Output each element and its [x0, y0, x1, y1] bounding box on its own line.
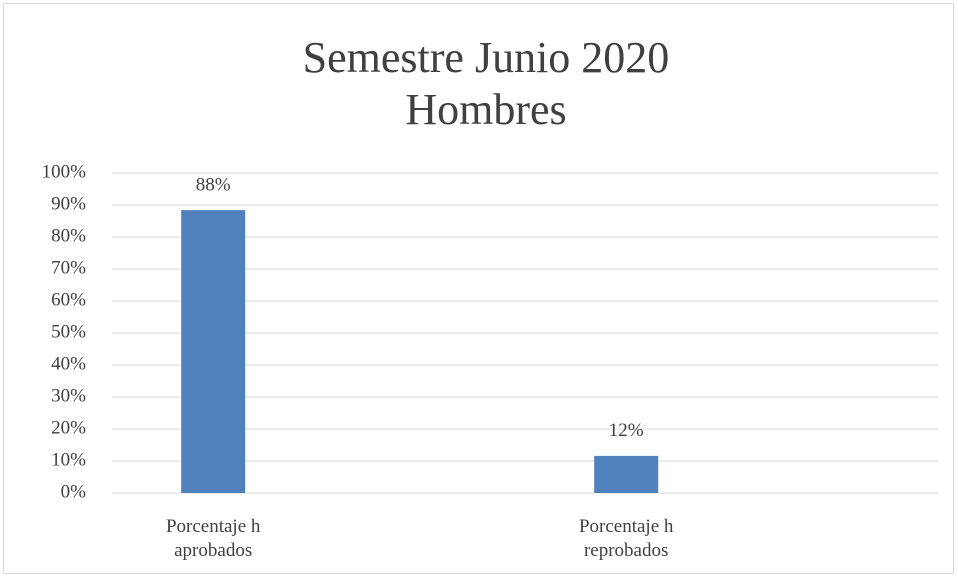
- data-label: 88%: [196, 174, 231, 195]
- y-tick-label: 100%: [42, 161, 87, 182]
- y-tick-label: 60%: [51, 289, 86, 310]
- y-tick-label: 40%: [51, 353, 86, 374]
- y-tick-label: 20%: [51, 417, 86, 438]
- x-tick-label: Porcentaje h reprobados: [578, 516, 674, 561]
- chart-title: Semestre Junio 2020: [303, 33, 670, 82]
- y-tick-label: 70%: [51, 257, 86, 278]
- y-tick-label: 80%: [51, 225, 86, 246]
- y-tick-label: 90%: [51, 193, 86, 214]
- bar: [181, 210, 246, 493]
- y-tick-label: 50%: [51, 321, 86, 342]
- y-tick-label: 30%: [51, 385, 86, 406]
- x-tick-label: Porcentaje h aprobados: [165, 516, 261, 561]
- chart-title: Hombres: [405, 85, 566, 134]
- y-tick-label: 10%: [51, 449, 86, 470]
- y-tick-label: 0%: [61, 481, 87, 502]
- bar: [594, 455, 659, 493]
- chart-border: [3, 3, 954, 574]
- data-label: 12%: [609, 420, 644, 441]
